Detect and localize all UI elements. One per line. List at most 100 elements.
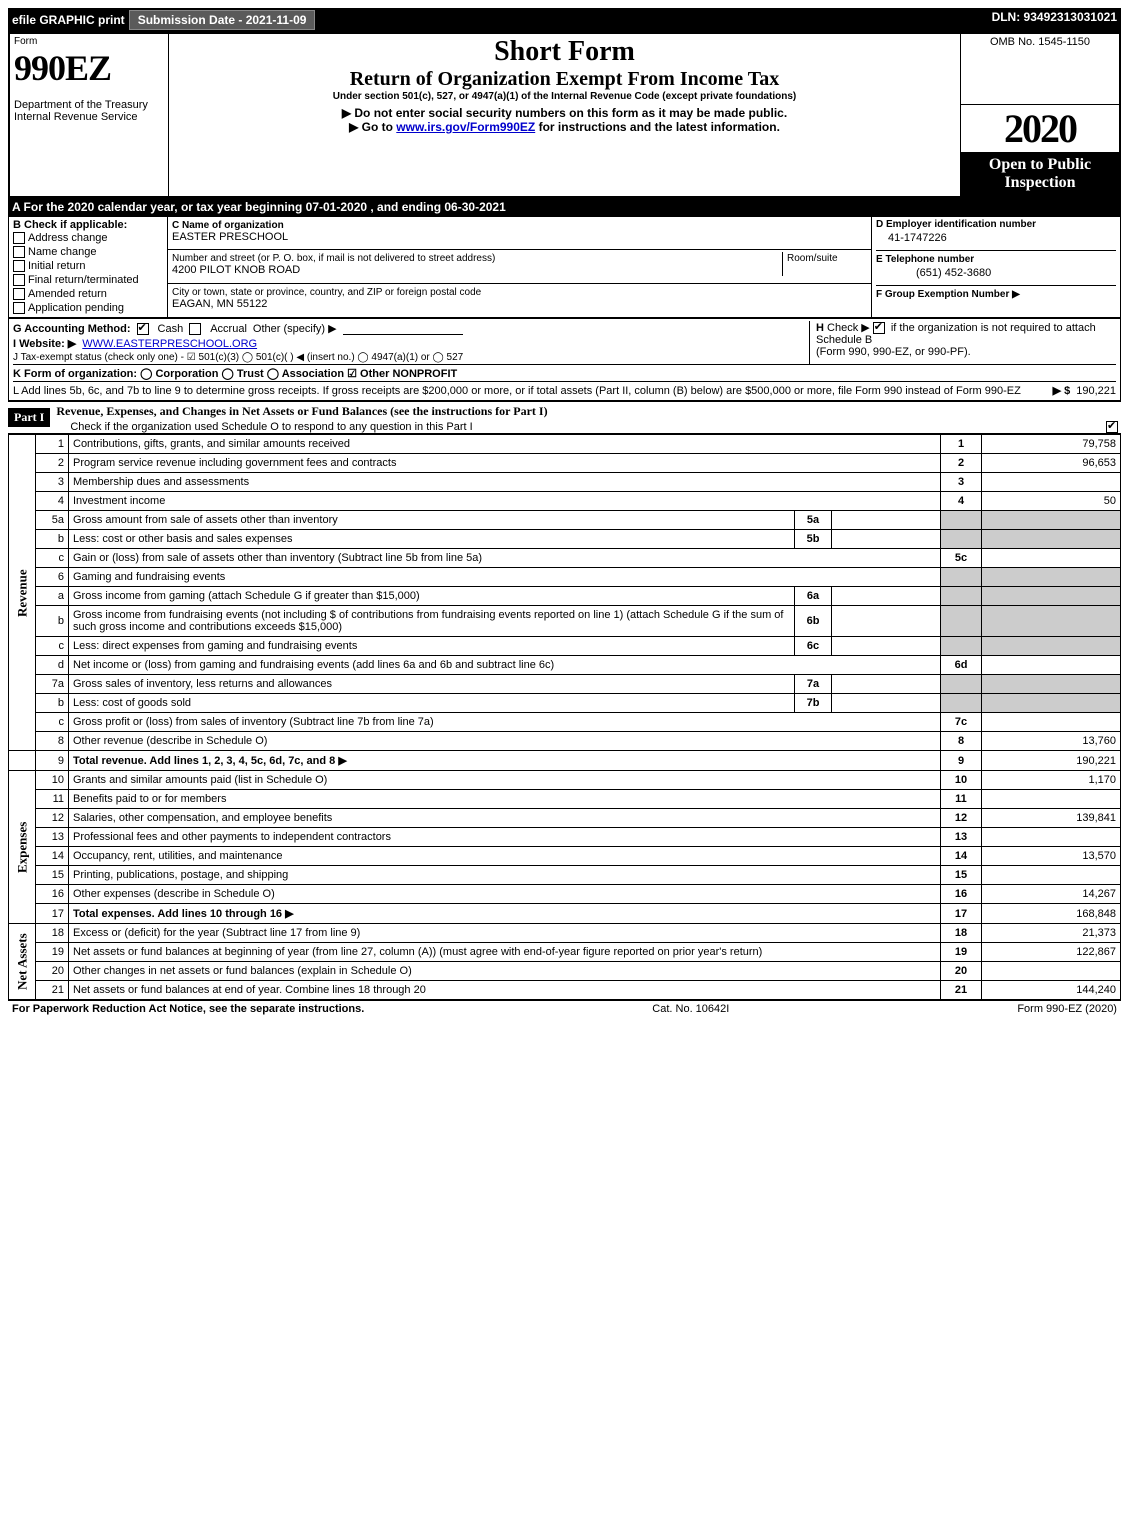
line-desc: Professional fees and other payments to … — [73, 831, 391, 843]
checkbox-part1[interactable] — [1106, 421, 1118, 433]
checkbox-final[interactable] — [13, 274, 25, 286]
line-desc: Net assets or fund balances at end of ye… — [73, 984, 426, 996]
checkbox-name[interactable] — [13, 246, 25, 258]
line-midval — [832, 675, 941, 694]
checkbox-amended[interactable] — [13, 288, 25, 300]
line-num: b — [36, 530, 69, 549]
efile-label: efile GRAPHIC print — [12, 13, 125, 27]
box-b-checklist: Address change Name change Initial retur… — [13, 231, 163, 316]
line-rnum: 5c — [941, 549, 982, 568]
part1-title: Revenue, Expenses, and Changes in Net As… — [50, 402, 1121, 421]
line-num: 5a — [36, 511, 69, 530]
info-table: B Check if applicable: Address change Na… — [8, 216, 1121, 319]
checkbox-address[interactable] — [13, 232, 25, 244]
line-midval — [832, 694, 941, 713]
line-desc: Gain or (loss) from sale of assets other… — [73, 552, 482, 564]
line-num: 12 — [36, 809, 69, 828]
line-mid: 5a — [795, 511, 832, 530]
irs-link[interactable]: www.irs.gov/Form990EZ — [396, 120, 535, 134]
line-rnum: 8 — [941, 732, 982, 751]
line-rnum: 20 — [941, 962, 982, 981]
line-num: 8 — [36, 732, 69, 751]
line-desc: Less: direct expenses from gaming and fu… — [73, 640, 357, 652]
checkbox-pending[interactable] — [13, 302, 25, 314]
line-num: 11 — [36, 790, 69, 809]
accrual-label: Accrual — [210, 323, 247, 335]
line-val: 13,760 — [982, 732, 1121, 751]
line-rnum: 12 — [941, 809, 982, 828]
part1-header-row: Part I Revenue, Expenses, and Changes in… — [8, 401, 1121, 434]
checkbox-cash[interactable] — [137, 323, 149, 335]
part1-label: Part I — [8, 408, 50, 427]
line-mid: 6a — [795, 587, 832, 606]
ein-value: 41-1747226 — [876, 230, 1116, 250]
line-num: 1 — [36, 435, 69, 454]
k-text: K Form of organization: ◯ Corporation ◯ … — [13, 367, 457, 380]
line-val — [982, 962, 1121, 981]
line-desc: Total expenses. Add lines 10 through 16 — [73, 908, 282, 920]
line-num: 4 — [36, 492, 69, 511]
checkbox-accrual[interactable] — [189, 323, 201, 335]
line-val — [982, 790, 1121, 809]
checkbox-initial[interactable] — [13, 260, 25, 272]
line-desc: Net income or (loss) from gaming and fun… — [73, 659, 554, 671]
line-num: c — [36, 637, 69, 656]
line-val: 139,841 — [982, 809, 1121, 828]
e-tel-label: E Telephone number — [876, 254, 974, 265]
line-rnum: 16 — [941, 885, 982, 904]
line-num: 21 — [36, 981, 69, 1000]
line-num: 3 — [36, 473, 69, 492]
line-num: 18 — [36, 924, 69, 943]
line-rnum: 14 — [941, 847, 982, 866]
line-val — [982, 656, 1121, 675]
city-label: City or town, state or province, country… — [172, 287, 481, 298]
line-rnum: 6d — [941, 656, 982, 675]
line-rnum: 11 — [941, 790, 982, 809]
line-rnum: 3 — [941, 473, 982, 492]
line-midval — [832, 606, 941, 637]
line-desc: Gross sales of inventory, less returns a… — [73, 678, 332, 690]
footer-mid: Cat. No. 10642I — [652, 1003, 729, 1015]
line-num: 17 — [36, 904, 69, 924]
city-value: EAGAN, MN 55122 — [172, 298, 267, 310]
line-desc: Other expenses (describe in Schedule O) — [73, 888, 275, 900]
arrow-icon: ▶ — [338, 755, 346, 767]
line-midval — [832, 637, 941, 656]
section-a-bar: A For the 2020 calendar year, or tax yea… — [8, 198, 1121, 216]
shaded-cell — [982, 530, 1121, 549]
line-desc: Less: cost of goods sold — [73, 697, 191, 709]
line-num: 9 — [36, 751, 69, 771]
line-rnum: 7c — [941, 713, 982, 732]
line-desc: Program service revenue including govern… — [73, 457, 396, 469]
line-desc: Membership dues and assessments — [73, 476, 249, 488]
website-link[interactable]: WWW.EASTERPRESCHOOL.ORG — [82, 338, 257, 350]
omb-cell: OMB No. 1545-1150 — [961, 33, 1121, 104]
dept-label: Department of the Treasury Internal Reve… — [14, 99, 164, 123]
shaded-cell — [941, 606, 982, 637]
g-label: G Accounting Method: — [13, 323, 131, 335]
line-desc: Gross income from gaming (attach Schedul… — [73, 590, 420, 602]
shaded-cell — [941, 637, 982, 656]
line-desc: Other revenue (describe in Schedule O) — [73, 735, 267, 747]
shaded-cell — [941, 568, 982, 587]
checkbox-h[interactable] — [873, 322, 885, 334]
line-mid: 6b — [795, 606, 832, 637]
line-val: 13,570 — [982, 847, 1121, 866]
line-desc: Net assets or fund balances at beginning… — [73, 946, 762, 958]
room-label: Room/suite — [787, 253, 838, 264]
top-bar: efile GRAPHIC print Submission Date - 20… — [8, 8, 1121, 32]
line-num: 10 — [36, 771, 69, 790]
expenses-vlabel: Expenses — [9, 771, 36, 924]
line-desc: Grants and similar amounts paid (list in… — [73, 774, 327, 786]
short-form-title: Short Form — [173, 36, 956, 68]
line-val: 79,758 — [982, 435, 1121, 454]
dln-label: DLN: 93492313031021 — [992, 10, 1117, 30]
line-desc: Total revenue. Add lines 1, 2, 3, 4, 5c,… — [73, 755, 335, 767]
line-desc: Investment income — [73, 495, 165, 507]
other-fill[interactable] — [343, 322, 463, 335]
shaded-cell — [982, 606, 1121, 637]
arrow-icon: ▶ — [285, 908, 293, 920]
l-text: L Add lines 5b, 6c, and 7b to line 9 to … — [13, 385, 1047, 397]
submission-date-button[interactable]: Submission Date - 2021-11-09 — [129, 10, 316, 30]
line-midval — [832, 530, 941, 549]
